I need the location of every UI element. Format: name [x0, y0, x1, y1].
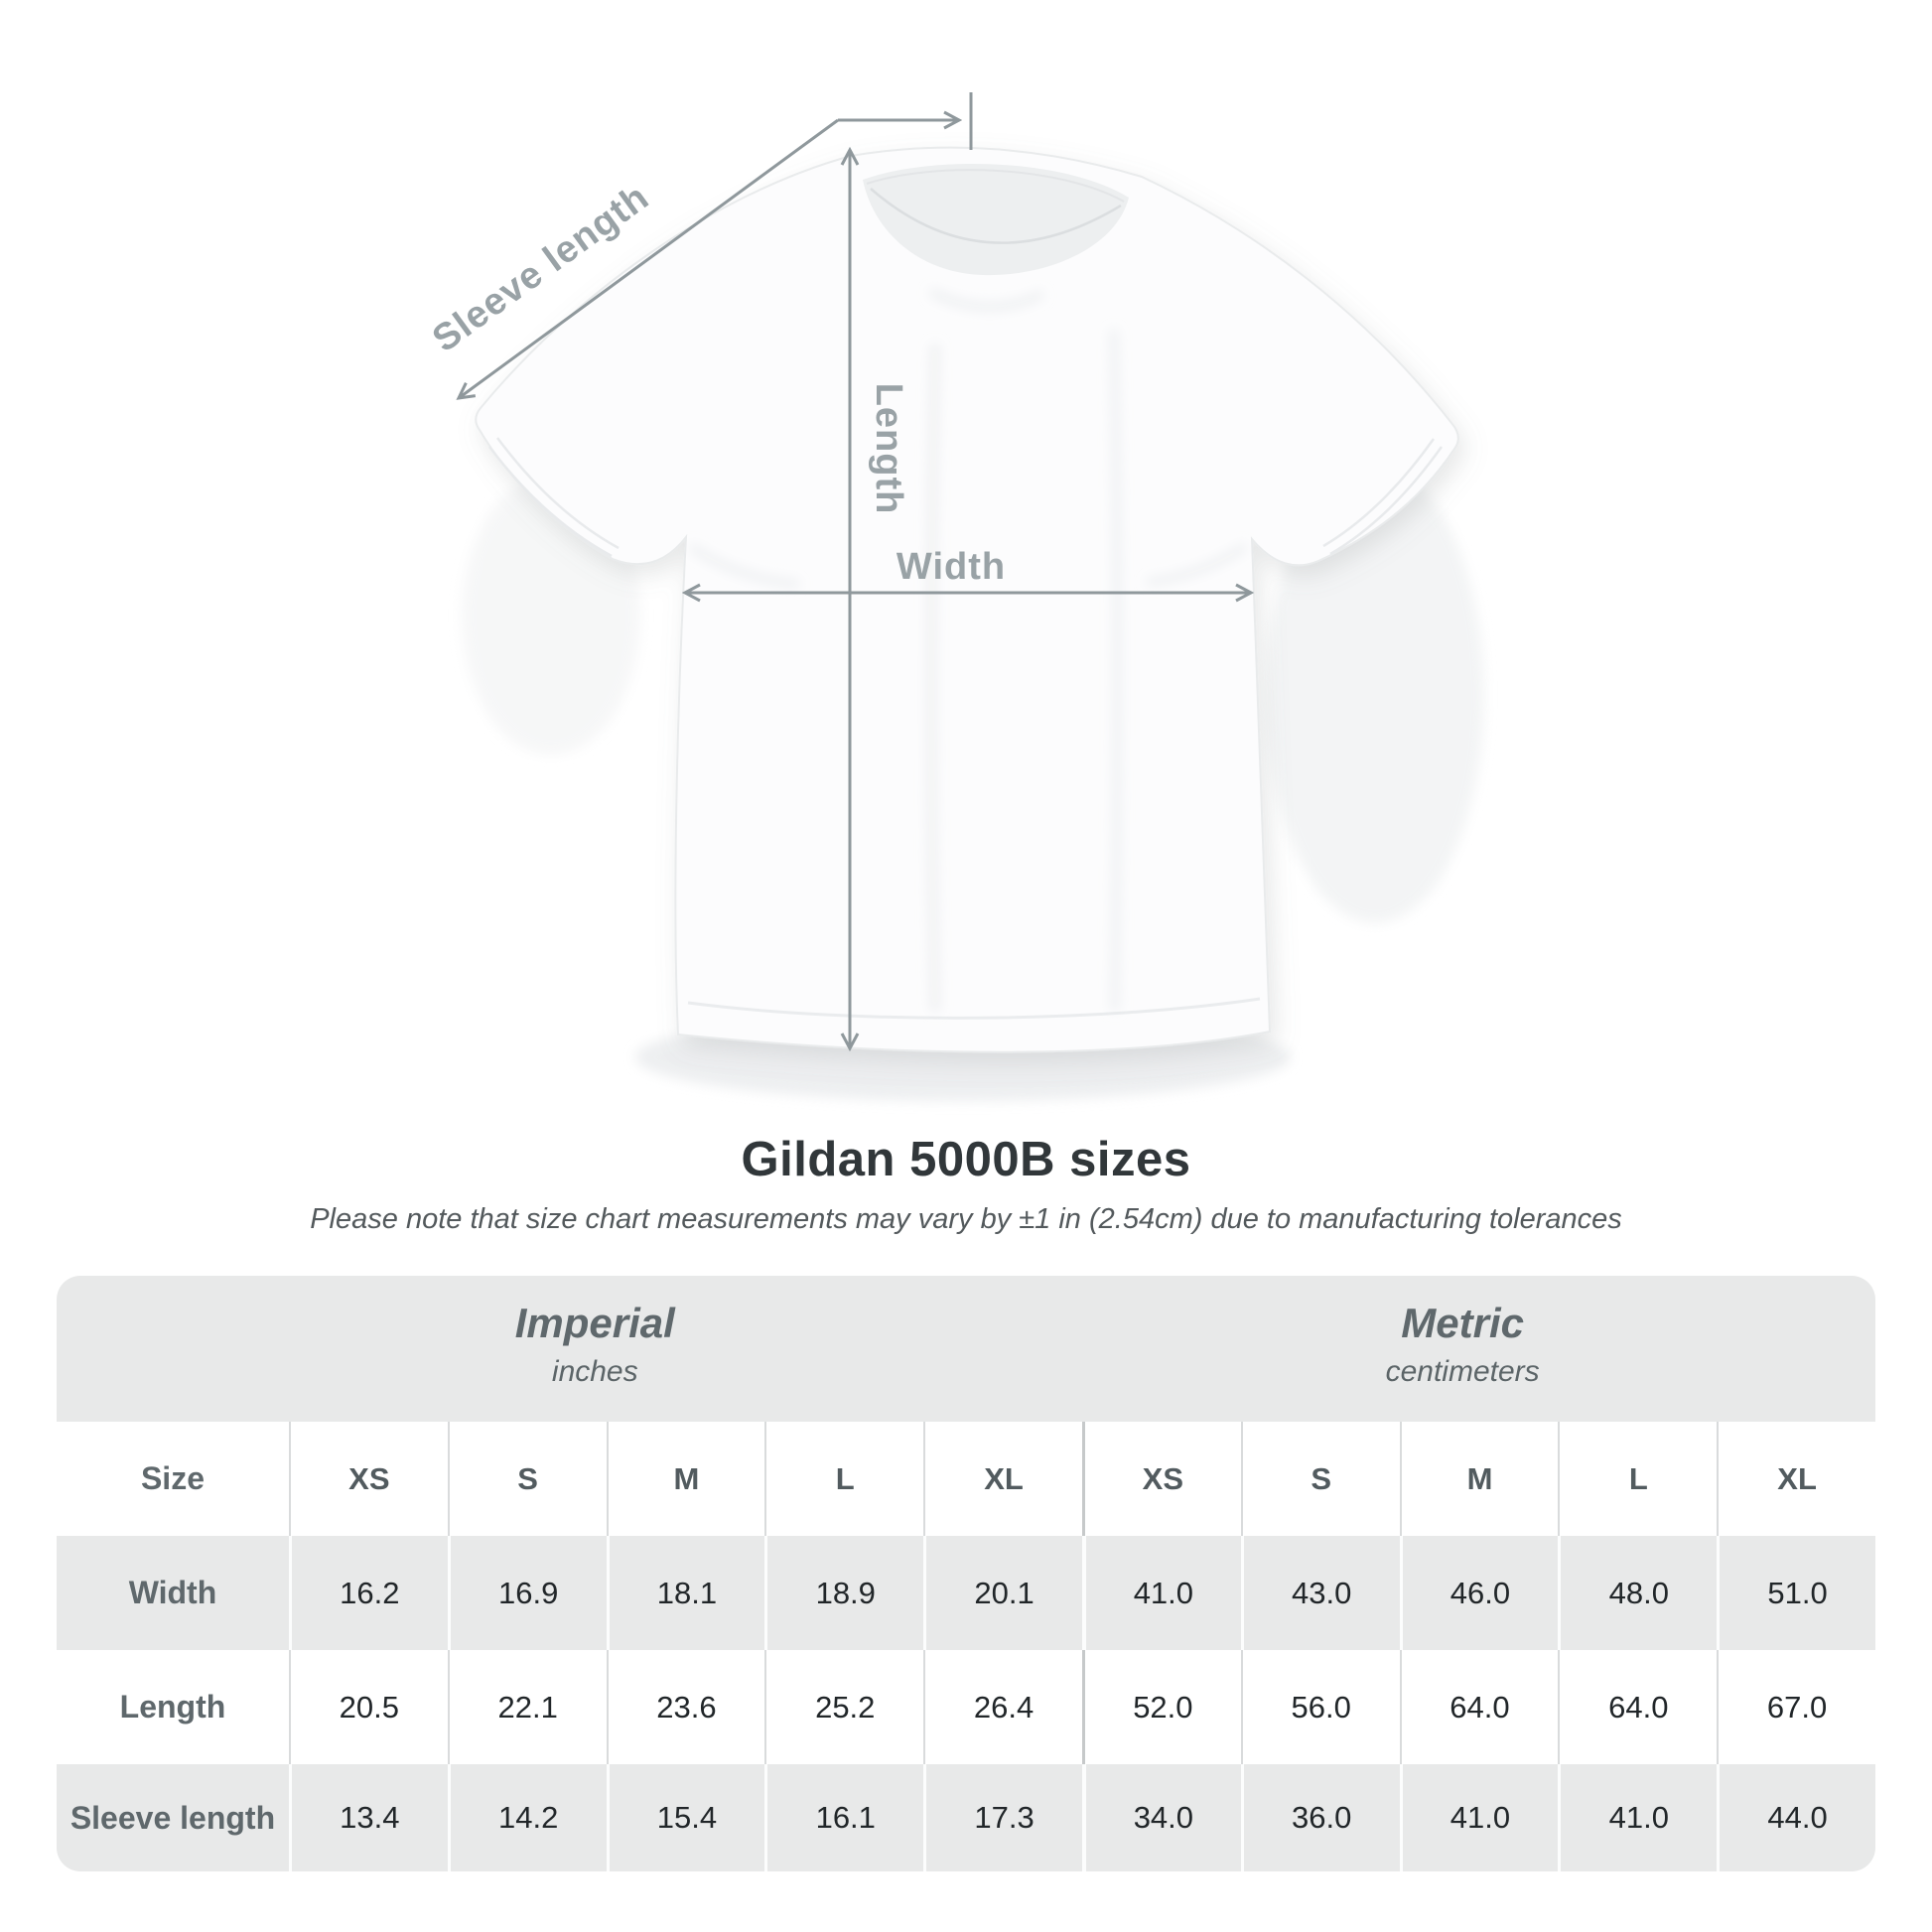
width-imperial-m: 18.1 [606, 1536, 765, 1650]
imperial-size-m: M [606, 1422, 765, 1536]
imperial-unit-group: Imperial inches [515, 1276, 675, 1389]
row-label-sleeve-length: Sleeve length [69, 1799, 276, 1836]
width-imperial-s: 16.9 [447, 1536, 607, 1650]
metric-unit-group: Metric centimeters [1386, 1276, 1540, 1389]
length-metric-s: 56.0 [1240, 1650, 1400, 1764]
sleeve-length-arrow [459, 118, 839, 398]
imperial-size-s: S [447, 1422, 607, 1536]
width-imperial-l: 18.9 [764, 1536, 923, 1650]
width-metric-xs: 41.0 [1081, 1536, 1241, 1650]
collar [863, 163, 1129, 276]
length-imperial-s: 22.1 [447, 1650, 607, 1764]
length-imperial-xs: 20.5 [288, 1650, 448, 1764]
metric-label: Metric [1401, 1300, 1524, 1346]
metric-size-m: M [1399, 1422, 1559, 1536]
size-header-row: Size XS S M L XL XS S M L XL [57, 1422, 1875, 1536]
length-metric-m: 64.0 [1399, 1650, 1559, 1764]
width-metric-xl: 51.0 [1717, 1536, 1875, 1650]
row-label-length: Length [119, 1689, 226, 1725]
length-metric-l: 64.0 [1558, 1650, 1717, 1764]
sleeve-metric-xl: 44.0 [1717, 1764, 1875, 1871]
table-row-length: Length 20.5 22.1 23.6 25.2 26.4 52.0 56.… [57, 1650, 1875, 1764]
size-header: Size [140, 1460, 205, 1496]
metric-size-l: L [1558, 1422, 1717, 1536]
sleeve-imperial-s: 14.2 [447, 1764, 607, 1871]
tshirt-measurement-diagram: Sleeve length Length Width [425, 92, 1484, 1101]
length-label: Length [868, 383, 909, 515]
length-metric-xl: 67.0 [1717, 1650, 1875, 1764]
sleeve-metric-l: 41.0 [1558, 1764, 1717, 1871]
width-imperial-xl: 20.1 [923, 1536, 1082, 1650]
table-row-sleeve-length: Sleeve length 13.4 14.2 15.4 16.1 17.3 3… [57, 1764, 1875, 1871]
table-row-width: Width 16.2 16.9 18.1 18.9 20.1 41.0 43.0… [57, 1536, 1875, 1650]
sleeve-imperial-l: 16.1 [764, 1764, 923, 1871]
width-metric-m: 46.0 [1399, 1536, 1559, 1650]
metric-size-xs: XS [1081, 1422, 1241, 1536]
width-label: Width [897, 546, 1006, 588]
page-title: Gildan 5000B sizes [741, 1133, 1191, 1186]
imperial-size-xs: XS [288, 1422, 448, 1536]
imperial-sublabel: inches [551, 1355, 638, 1388]
imperial-size-l: L [764, 1422, 923, 1536]
sleeve-imperial-xs: 13.4 [288, 1764, 448, 1871]
size-chart-table: Imperial inches Metric centimeters Size … [57, 1276, 1875, 1871]
metric-size-s: S [1240, 1422, 1400, 1536]
tolerance-note: Please note that size chart measurements… [310, 1203, 1622, 1235]
length-imperial-m: 23.6 [606, 1650, 765, 1764]
sleeve-metric-m: 41.0 [1399, 1764, 1559, 1871]
length-imperial-l: 25.2 [764, 1650, 923, 1764]
unit-header-band: Imperial inches Metric centimeters [57, 1276, 1875, 1422]
sleeve-imperial-xl: 17.3 [923, 1764, 1082, 1871]
sleeve-imperial-m: 15.4 [606, 1764, 765, 1871]
length-metric-xs: 52.0 [1081, 1650, 1241, 1764]
sleeve-metric-xs: 34.0 [1081, 1764, 1241, 1871]
metric-size-xl: XL [1717, 1422, 1875, 1536]
width-metric-s: 43.0 [1240, 1536, 1400, 1650]
width-imperial-xs: 16.2 [288, 1536, 448, 1650]
row-label-width: Width [128, 1575, 217, 1610]
width-metric-l: 48.0 [1558, 1536, 1717, 1650]
sleeve-metric-s: 36.0 [1240, 1764, 1400, 1871]
imperial-size-xl: XL [923, 1422, 1082, 1536]
metric-sublabel: centimeters [1385, 1355, 1540, 1388]
length-imperial-xl: 26.4 [923, 1650, 1082, 1764]
imperial-label: Imperial [514, 1300, 675, 1346]
